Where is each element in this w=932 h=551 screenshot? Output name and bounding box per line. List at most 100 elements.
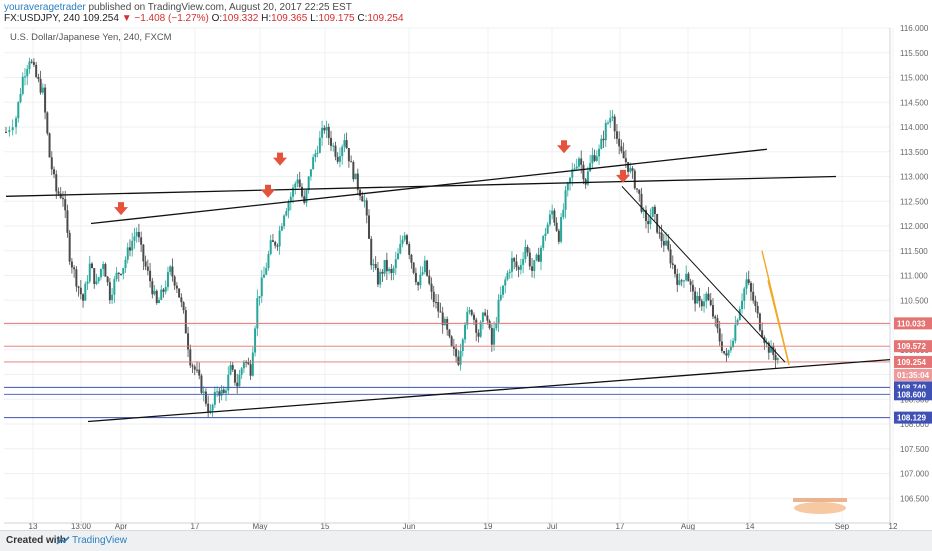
candle-body [287, 202, 290, 211]
candle-body [115, 272, 118, 280]
candle-body [736, 319, 739, 325]
x-tick-label: 15 [321, 522, 330, 530]
candle-body [432, 291, 435, 303]
tradingview-brand[interactable]: TradingView [72, 535, 128, 546]
candle-body [178, 288, 181, 298]
candle-body [8, 130, 11, 133]
trendline-descending[interactable] [621, 186, 786, 363]
y-tick-label: 108.000 [900, 420, 929, 429]
candle-body [497, 299, 500, 324]
candle-body [79, 287, 82, 295]
candle-body [305, 190, 308, 203]
candle-body [187, 333, 190, 350]
candle-body [307, 176, 310, 191]
candle-body [191, 365, 194, 367]
candle-body [213, 391, 216, 405]
candle-body [727, 350, 730, 356]
trendline-orange-2[interactable] [767, 280, 790, 365]
candle-body [338, 156, 341, 162]
candle-body [515, 261, 518, 268]
candle-body [629, 168, 632, 172]
candle-body [662, 241, 665, 246]
trendline-upper-channel[interactable] [5, 175, 837, 197]
candle-body [631, 168, 634, 171]
candle-body [401, 239, 404, 244]
x-tick-label: 19 [484, 522, 493, 530]
candle-body [274, 241, 277, 246]
candle-body [537, 254, 540, 262]
candle-body [711, 305, 714, 317]
candle-body [533, 260, 536, 271]
candle-body [256, 298, 259, 329]
arrow-down-icon [114, 202, 128, 216]
candle-body [510, 258, 513, 272]
candle-body [318, 137, 321, 153]
candle-body [557, 230, 560, 242]
candle-body [390, 268, 393, 273]
candle-body [412, 262, 415, 273]
candle-body [687, 273, 690, 282]
candle-body [128, 247, 131, 251]
candle-body [725, 353, 728, 356]
candle-body [21, 76, 24, 94]
last-price: 109.254 [82, 13, 119, 24]
candle-body [126, 247, 129, 260]
candle-body [437, 302, 440, 312]
candle-body [294, 183, 297, 188]
candle-body [258, 296, 261, 299]
candle-body [91, 263, 93, 269]
trendline-lower-channel[interactable] [90, 148, 768, 225]
candle-body [486, 315, 489, 321]
footer-bar: Created with TradingView [0, 530, 932, 551]
candle-body [709, 299, 712, 306]
candle-body [46, 112, 49, 134]
candle-body [680, 280, 683, 282]
candle-body [309, 169, 312, 177]
candle-body [211, 404, 214, 411]
candle-body [461, 339, 464, 351]
candle-body [638, 189, 641, 194]
candle-body [57, 191, 60, 194]
trendline-support[interactable] [87, 359, 891, 423]
candle-body [417, 282, 420, 286]
candle-body [571, 169, 574, 178]
pane-title: U.S. Dollar/Japanese Yen, 240, FXCM [10, 32, 172, 43]
candle-body [265, 267, 268, 275]
candle-body [765, 342, 768, 344]
y-tick-label: 115.500 [900, 49, 929, 58]
symbol-label[interactable]: FX:USDJPY, 240 [4, 13, 80, 24]
candle-body [745, 279, 748, 289]
price-chart[interactable]: 116.000 115.500 115.000 114.500 114.000 113.5… [0, 0, 932, 530]
candle-body [624, 158, 627, 163]
candle-body [403, 235, 406, 240]
level-price-label: 108.129 [897, 414, 926, 423]
candle-body [108, 282, 111, 301]
candle-body [296, 179, 299, 184]
candle-body [703, 301, 706, 307]
candle-body [374, 264, 377, 269]
candle-body [242, 362, 245, 369]
candle-body [669, 249, 672, 264]
candle-body [263, 274, 265, 278]
candle-body [508, 271, 511, 273]
candle-body [636, 188, 639, 190]
y-tick-label: 114.500 [900, 98, 929, 107]
candle-body [484, 312, 487, 316]
down-arrow-icon: ▼ [121, 13, 132, 24]
candle-body [37, 76, 40, 80]
candle-body [647, 220, 650, 225]
author-link[interactable]: youraveragetrader [4, 2, 86, 13]
open-label: O: [211, 13, 223, 24]
candle-body [113, 279, 116, 295]
candle-body [738, 309, 741, 320]
y-tick-label: 113.500 [900, 148, 929, 157]
y-tick-label: 116.000 [900, 24, 929, 33]
candle-body [372, 264, 375, 266]
candle-body [225, 390, 228, 393]
candle-body [446, 319, 449, 330]
y-tick-label: 112.500 [900, 197, 929, 206]
arrow-down-icon [616, 169, 630, 183]
candle-body [48, 133, 51, 158]
candle-body [135, 231, 138, 237]
x-tick-label: Aug [681, 522, 695, 530]
